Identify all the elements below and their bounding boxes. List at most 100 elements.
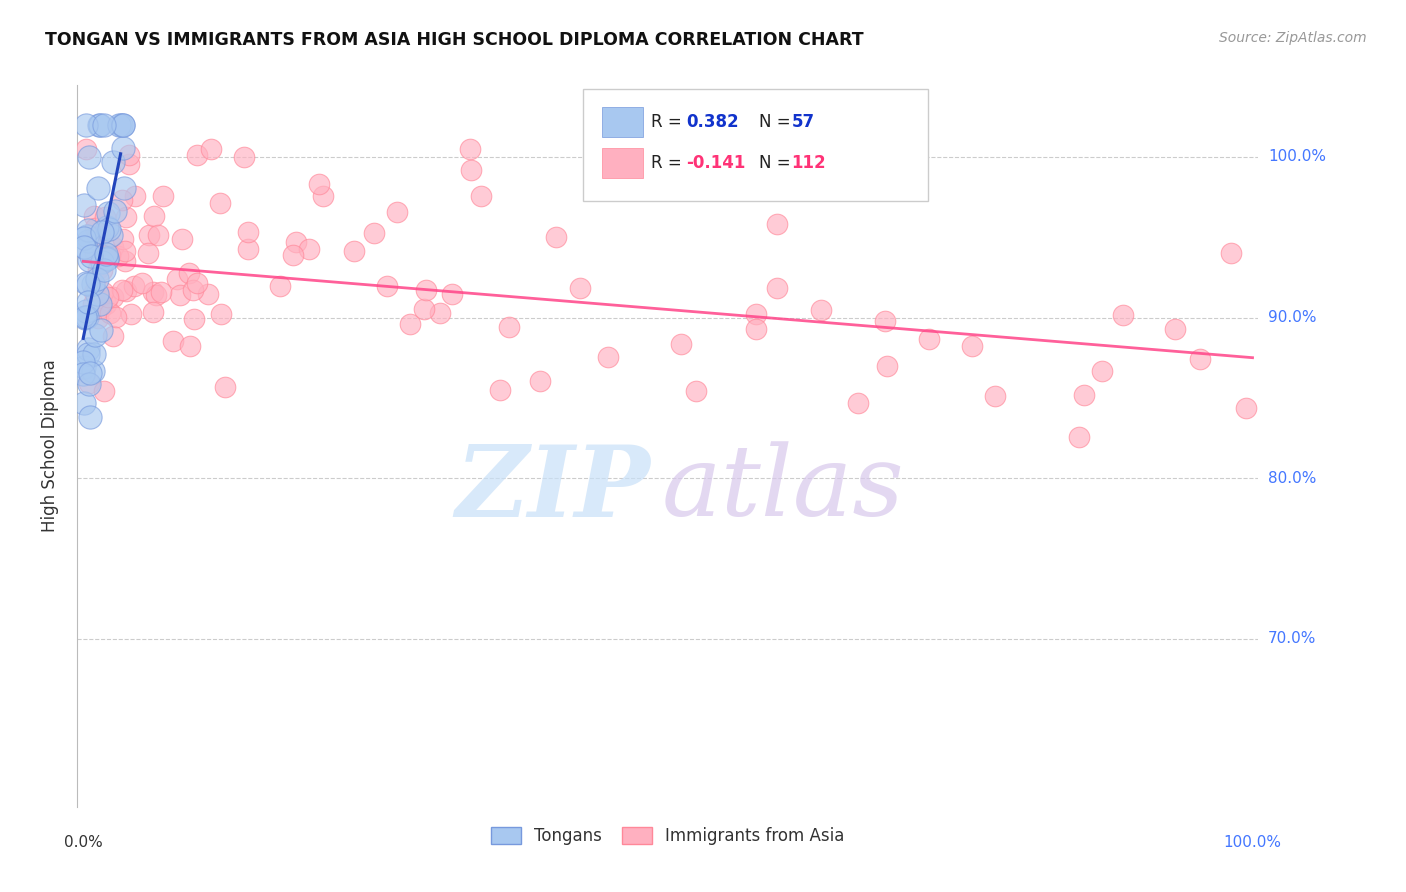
Point: [86, 228, 108, 243]
Point: [415, 284, 437, 298]
Point: [97, 290, 120, 304]
Point: [136, 245, 159, 260]
Point: [984, 389, 1007, 403]
Point: [1073, 388, 1095, 402]
Point: [83, 285, 105, 299]
Point: [489, 383, 512, 397]
Point: [197, 287, 219, 301]
Point: [179, 266, 201, 280]
Point: [103, 204, 125, 219]
Point: [1164, 322, 1187, 336]
Text: Source: ZipAtlas.com: Source: ZipAtlas.com: [1219, 31, 1367, 45]
Point: [172, 232, 194, 246]
Point: [75, 241, 97, 255]
Text: -0.141: -0.141: [686, 154, 745, 172]
Text: ZIP: ZIP: [456, 442, 650, 538]
Point: [149, 285, 172, 299]
Point: [1091, 364, 1114, 378]
Point: [685, 384, 707, 398]
Point: [98, 247, 121, 261]
Text: 112: 112: [792, 154, 827, 172]
Point: [169, 287, 191, 301]
Point: [312, 188, 335, 202]
Point: [89, 118, 111, 132]
Point: [100, 227, 122, 242]
Point: [72, 355, 94, 369]
Point: [1236, 401, 1258, 415]
Point: [84, 327, 107, 342]
Legend: Tongans, Immigrants from Asia: Tongans, Immigrants from Asia: [482, 818, 853, 853]
Point: [211, 307, 233, 321]
Point: [90, 255, 112, 269]
Text: TONGAN VS IMMIGRANTS FROM ASIA HIGH SCHOOL DIPLOMA CORRELATION CHART: TONGAN VS IMMIGRANTS FROM ASIA HIGH SCHO…: [45, 31, 863, 49]
Point: [744, 307, 766, 321]
Point: [745, 322, 768, 336]
Text: 0.382: 0.382: [686, 113, 738, 131]
Point: [124, 189, 146, 203]
Text: 57: 57: [792, 113, 814, 131]
Point: [138, 228, 160, 243]
Point: [398, 317, 420, 331]
Point: [76, 234, 98, 248]
Point: [90, 301, 112, 315]
Point: [363, 226, 385, 240]
Point: [529, 374, 551, 388]
Point: [236, 225, 259, 239]
Point: [652, 183, 675, 197]
Text: 70.0%: 70.0%: [1268, 632, 1316, 646]
Point: [308, 177, 330, 191]
Point: [94, 246, 117, 260]
Point: [298, 243, 321, 257]
Point: [91, 285, 114, 300]
Point: [73, 231, 96, 245]
Point: [186, 276, 208, 290]
Y-axis label: High School Diploma: High School Diploma: [41, 359, 59, 533]
Point: [96, 297, 118, 311]
Point: [80, 249, 103, 263]
Point: [962, 339, 984, 353]
Point: [75, 276, 97, 290]
Point: [669, 337, 692, 351]
Point: [79, 409, 101, 424]
Point: [162, 334, 184, 348]
Point: [100, 306, 122, 320]
Point: [766, 281, 789, 295]
Point: [91, 263, 114, 277]
Point: [179, 339, 201, 353]
Point: [86, 286, 108, 301]
Point: [596, 350, 619, 364]
Point: [83, 220, 105, 235]
Text: 80.0%: 80.0%: [1268, 471, 1316, 485]
Point: [142, 305, 165, 319]
Point: [73, 240, 96, 254]
Point: [766, 217, 789, 231]
Point: [181, 283, 204, 297]
Point: [498, 320, 520, 334]
Point: [429, 306, 451, 320]
Point: [75, 310, 97, 325]
Point: [441, 287, 464, 301]
Point: [918, 332, 941, 346]
Point: [846, 395, 869, 409]
Point: [91, 225, 114, 239]
Point: [200, 142, 222, 156]
Text: N =: N =: [759, 113, 796, 131]
Point: [269, 278, 291, 293]
Point: [89, 118, 111, 132]
Point: [83, 209, 105, 223]
Point: [75, 142, 97, 156]
Point: [569, 281, 592, 295]
Point: [114, 253, 136, 268]
Point: [107, 249, 129, 263]
Point: [77, 150, 100, 164]
Point: [142, 285, 165, 299]
Text: atlas: atlas: [662, 442, 904, 537]
Point: [470, 189, 492, 203]
Point: [110, 118, 132, 132]
Point: [108, 118, 131, 132]
Point: [375, 279, 398, 293]
Point: [96, 219, 118, 234]
Point: [112, 118, 135, 132]
Point: [77, 376, 100, 391]
Point: [413, 302, 436, 317]
